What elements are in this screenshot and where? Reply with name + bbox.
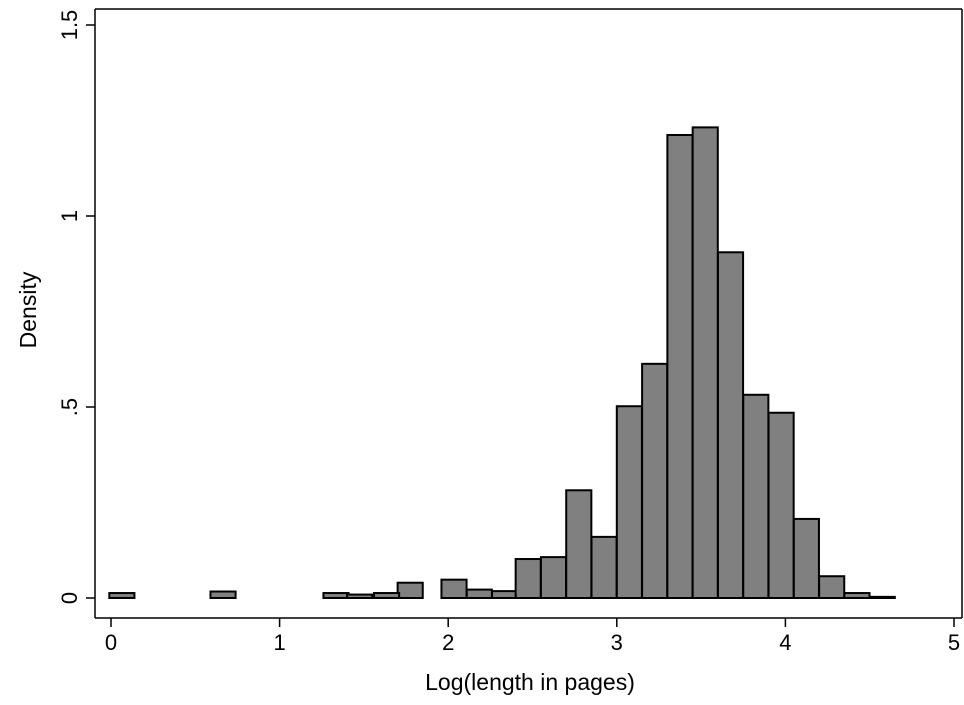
y-tick-label: 1 bbox=[57, 210, 82, 222]
histogram-bar bbox=[691, 126, 719, 599]
x-tick-label: 3 bbox=[611, 630, 623, 655]
histogram-bar bbox=[818, 575, 846, 600]
histogram-bar bbox=[666, 134, 694, 600]
histogram-bar bbox=[346, 593, 374, 600]
histogram-bar bbox=[641, 362, 669, 600]
histogram-bar bbox=[843, 592, 871, 599]
y-axis-label: Density bbox=[15, 271, 41, 348]
axes-layer: 0 1 2 3 4 5 0 .5 1 1.5 bbox=[57, 8, 963, 655]
histogram-bar bbox=[868, 595, 896, 600]
histogram-bar bbox=[742, 393, 770, 599]
histogram-bar bbox=[767, 411, 795, 600]
histogram-bar bbox=[373, 592, 401, 599]
histogram-bar bbox=[440, 578, 468, 600]
histogram-bar bbox=[322, 592, 350, 599]
histogram-bar bbox=[108, 592, 136, 599]
histogram-bar bbox=[514, 558, 542, 600]
histogram-bar bbox=[539, 556, 568, 599]
histogram-bar bbox=[491, 590, 519, 600]
x-tick-label: 5 bbox=[948, 630, 960, 655]
y-tick-label: 0 bbox=[57, 592, 82, 604]
x-axis-label: Log(length in pages) bbox=[425, 669, 635, 695]
histogram-bar bbox=[209, 590, 237, 599]
histogram-bar bbox=[565, 489, 593, 599]
x-tick-label: 1 bbox=[273, 630, 285, 655]
histogram-bar bbox=[590, 535, 618, 600]
bars-layer bbox=[108, 126, 896, 600]
histogram-bar bbox=[615, 405, 643, 599]
histogram-bar bbox=[716, 251, 745, 599]
histogram-bar bbox=[792, 517, 820, 600]
histogram-bar bbox=[396, 581, 424, 599]
x-tick-label: 0 bbox=[105, 630, 117, 655]
histogram-bar bbox=[465, 588, 493, 600]
y-tick-label: .5 bbox=[57, 398, 82, 416]
x-tick-label: 4 bbox=[779, 630, 791, 655]
x-tick-label: 2 bbox=[442, 630, 454, 655]
y-tick-label: 1.5 bbox=[57, 10, 82, 41]
